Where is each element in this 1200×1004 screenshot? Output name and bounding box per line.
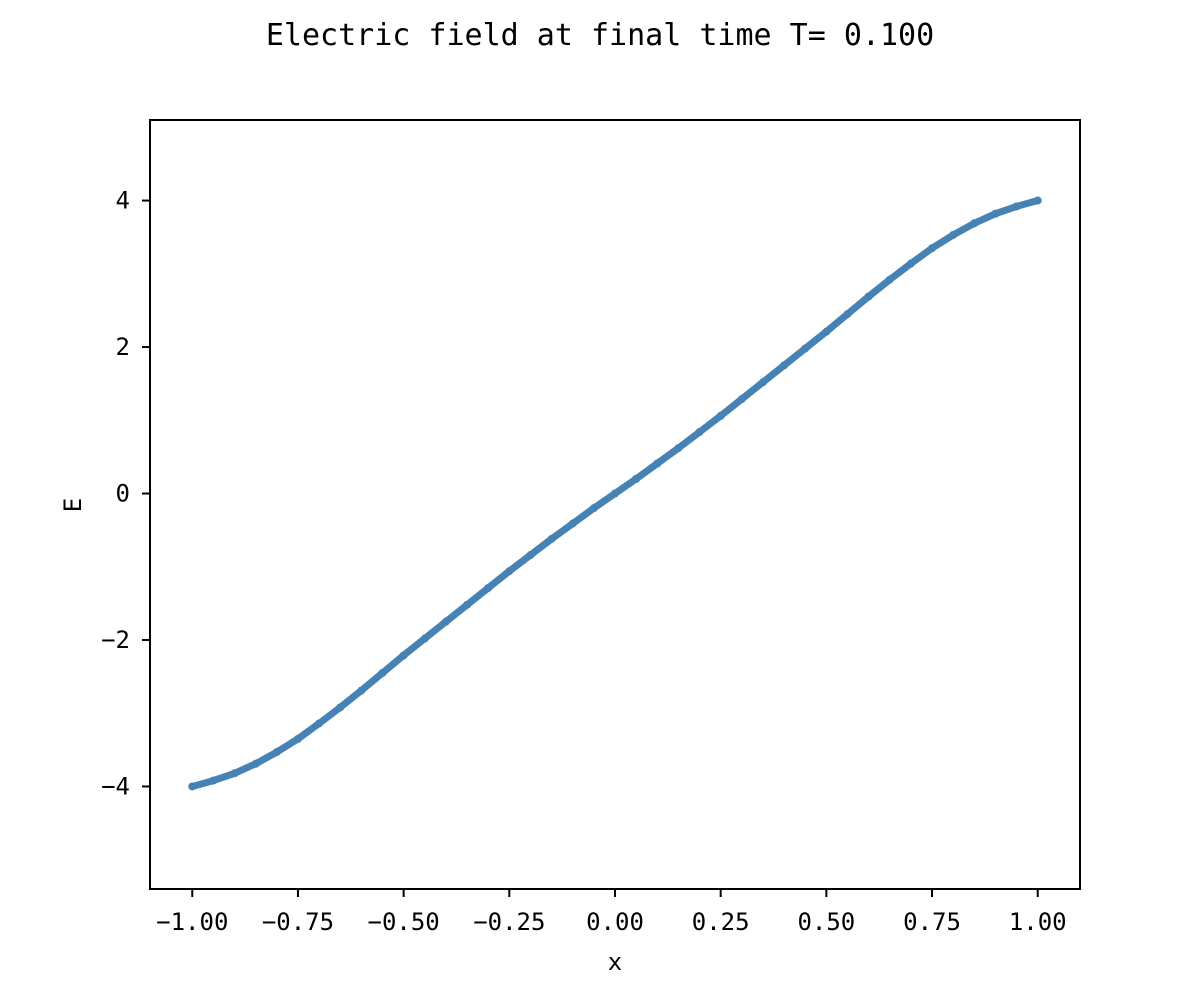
data-point — [864, 292, 873, 301]
data-point — [526, 551, 535, 560]
y-axis-ticks: −4 −2 0 2 4 — [101, 187, 150, 800]
data-point — [928, 244, 937, 253]
data-point — [399, 651, 408, 660]
y-tick-label: −2 — [101, 626, 130, 654]
data-point — [378, 668, 387, 677]
x-tick-label: −1.00 — [156, 908, 228, 936]
x-tick-label: 1.00 — [1009, 908, 1067, 936]
y-axis-label: E — [59, 498, 87, 512]
x-tick-label: 0.50 — [797, 908, 855, 936]
y-tick-label: 0 — [116, 480, 130, 508]
data-point — [970, 219, 979, 228]
data-point — [780, 361, 789, 370]
data-point — [632, 474, 641, 483]
data-point — [463, 600, 472, 609]
y-tick-label: −4 — [101, 772, 130, 800]
data-point — [484, 583, 493, 592]
data-point — [293, 734, 302, 743]
data-point — [737, 395, 746, 404]
data-point — [441, 617, 450, 626]
chart-title: Electric field at final time T= 0.100 — [266, 18, 934, 53]
data-point — [695, 427, 704, 436]
data-point — [272, 748, 281, 757]
data-point — [230, 769, 239, 778]
data-series-layer — [188, 196, 1042, 791]
data-point — [822, 327, 831, 336]
data-point — [1012, 202, 1021, 211]
data-point — [315, 719, 324, 728]
plot-area-frame — [149, 119, 1081, 890]
x-tick-label: 0.25 — [692, 908, 750, 936]
data-point — [568, 519, 577, 528]
data-point — [209, 776, 218, 785]
data-point — [505, 567, 514, 576]
data-point — [188, 782, 197, 791]
data-point — [547, 534, 556, 543]
data-point — [906, 259, 915, 268]
x-axis-label: x — [608, 948, 622, 976]
data-point — [991, 209, 1000, 218]
x-tick-label: 0.75 — [903, 908, 961, 936]
data-point — [716, 411, 725, 420]
data-point — [251, 759, 260, 768]
data-point — [758, 378, 767, 387]
data-point — [949, 230, 958, 239]
x-axis-ticks: −1.00 −0.75 −0.50 −0.25 0.00 0.25 0.50 0.75 1.00 — [156, 889, 1067, 936]
data-point — [611, 489, 619, 498]
data-point — [420, 634, 429, 643]
x-tick-label: −0.25 — [473, 908, 545, 936]
data-point — [653, 459, 662, 468]
data-point — [589, 504, 598, 513]
data-point — [674, 444, 683, 453]
x-tick-label: −0.75 — [262, 908, 334, 936]
data-point — [885, 275, 894, 284]
data-point — [1033, 196, 1042, 205]
data-point — [843, 310, 852, 319]
data-point — [357, 686, 366, 695]
x-tick-label: −0.50 — [368, 908, 440, 936]
data-point — [336, 703, 345, 712]
data-point — [801, 344, 810, 353]
y-tick-label: 4 — [116, 187, 130, 215]
x-tick-label: 0.00 — [586, 908, 644, 936]
y-tick-label: 2 — [116, 333, 130, 361]
